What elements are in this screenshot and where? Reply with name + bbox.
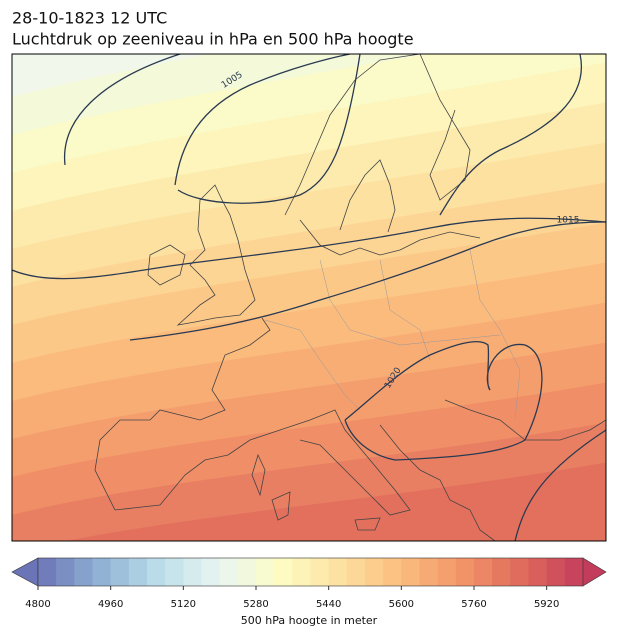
colorbar-cell: [564, 558, 584, 586]
colorbar-extend-low: [11, 557, 39, 587]
date-title: 28-10-1823 12 UTC: [12, 9, 167, 28]
colorbar-cell: [455, 558, 475, 586]
colorbar-cell: [310, 558, 330, 586]
colorbar-cell: [510, 558, 529, 586]
colorbar-tick-label: 5280: [243, 599, 268, 610]
colorbar-tick-label: 4960: [98, 599, 123, 610]
colorbar-cell: [128, 558, 148, 586]
colorbar-cell: [74, 558, 93, 586]
map-title: Luchtdruk op zeeniveau in hPa en 500 hPa…: [12, 30, 414, 49]
colorbar-label: 500 hPa hoogte in meter: [241, 614, 378, 627]
colorbar-cell: [56, 558, 75, 586]
colorbar-cell: [165, 558, 184, 586]
map-frame: [11, 53, 607, 542]
colorbar-cell: [419, 558, 439, 586]
colorbar-cell: [365, 558, 384, 586]
height-band: [66, 462, 606, 541]
colorbar-cell: [546, 558, 566, 586]
colorbar-tick-label: 5120: [171, 599, 196, 610]
colorbar-cell: [492, 558, 511, 586]
colorbar-cell: [110, 558, 130, 586]
colorbar-cell: [528, 558, 548, 586]
colorbar-cell: [437, 558, 457, 586]
colorbar-extend-high: [582, 557, 607, 587]
colorbar-cell: [383, 558, 402, 586]
colorbar-cell: [38, 558, 57, 586]
colorbar-cell: [147, 558, 166, 586]
colorbar-cell: [292, 558, 311, 586]
colorbar-cell: [256, 558, 275, 586]
colorbar-frame: [37, 557, 584, 587]
colorbar-cell: [274, 558, 293, 586]
colorbar-cell: [219, 558, 239, 586]
isobar-label: 1015: [557, 216, 580, 226]
colorbar-cell: [201, 558, 221, 586]
colorbar-tick-label: 5760: [461, 599, 486, 610]
colorbar-cell: [328, 558, 348, 586]
colorbar-cell: [237, 558, 257, 586]
isobars: [12, 54, 606, 541]
colorbar-tick-label: 5440: [316, 599, 341, 610]
colorbar-cell: [401, 558, 420, 586]
colorbar-cell: [183, 558, 202, 586]
colorbar-cell: [346, 558, 366, 586]
borders: [264, 249, 521, 421]
colorbar-cell: [474, 558, 493, 586]
colorbar-cell: [92, 558, 112, 586]
colorbar-tick-label: 4800: [25, 599, 50, 610]
colorbar-tick-label: 5600: [389, 599, 414, 610]
colorbar: 4800 4960 5120 5280 5440 5600 5760 5920: [11, 557, 607, 610]
colorbar-tick-label: 5920: [534, 599, 559, 610]
